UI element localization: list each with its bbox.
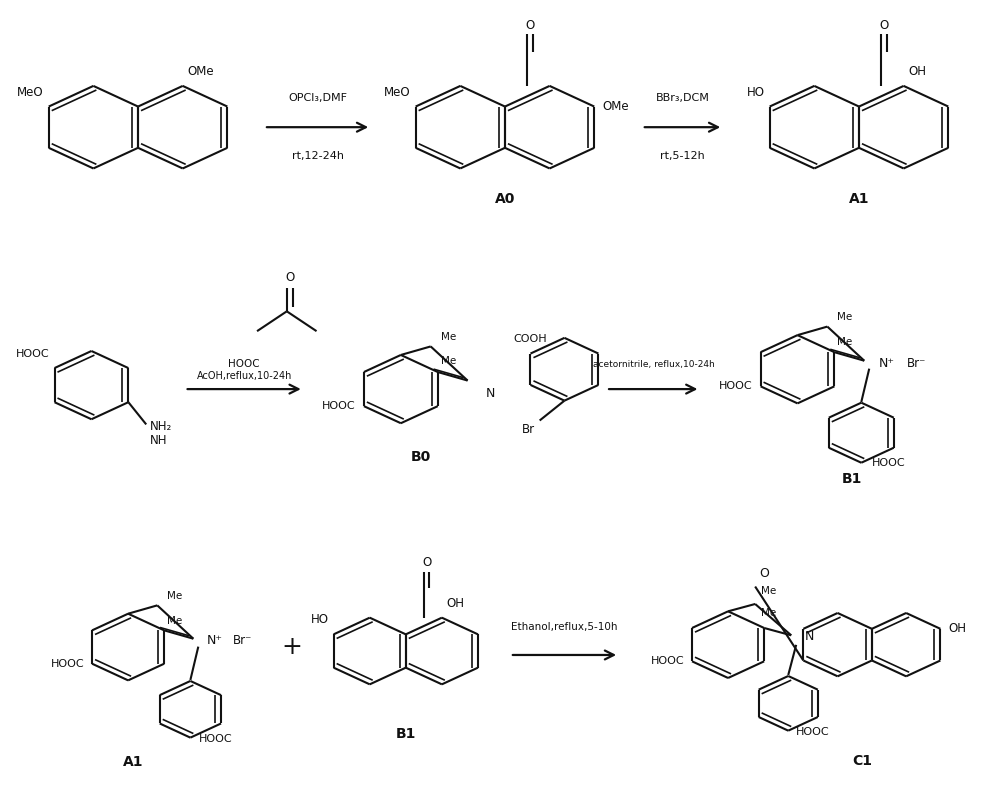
Text: HO: HO bbox=[747, 86, 765, 99]
Text: AcOH,reflux,10-24h: AcOH,reflux,10-24h bbox=[196, 371, 292, 381]
Text: NH₂: NH₂ bbox=[150, 419, 172, 432]
Text: HOOC: HOOC bbox=[199, 734, 233, 743]
Text: HOOC: HOOC bbox=[228, 359, 260, 369]
Text: A0: A0 bbox=[495, 192, 515, 205]
Text: NH: NH bbox=[150, 434, 168, 447]
Text: Me: Me bbox=[441, 356, 456, 366]
Text: COOH: COOH bbox=[514, 334, 547, 344]
Text: rt,5-12h: rt,5-12h bbox=[660, 151, 705, 161]
Text: B1: B1 bbox=[396, 727, 416, 740]
Text: OMe: OMe bbox=[602, 100, 629, 113]
Text: +: + bbox=[281, 635, 302, 659]
Text: OH: OH bbox=[948, 622, 966, 635]
Text: N: N bbox=[805, 630, 814, 643]
Text: C1: C1 bbox=[852, 754, 872, 768]
Text: HOOC: HOOC bbox=[719, 381, 753, 391]
Text: Me: Me bbox=[761, 586, 776, 596]
Text: Me: Me bbox=[167, 590, 182, 601]
Text: Me: Me bbox=[441, 333, 456, 342]
Text: Me: Me bbox=[837, 337, 853, 347]
Text: B1: B1 bbox=[842, 472, 862, 486]
Text: Ethanol,reflux,5-10h: Ethanol,reflux,5-10h bbox=[511, 622, 618, 632]
Text: O: O bbox=[759, 567, 769, 580]
Text: Br: Br bbox=[522, 423, 535, 435]
Text: HOOC: HOOC bbox=[872, 458, 906, 468]
Text: O: O bbox=[422, 557, 431, 569]
Text: Br⁻: Br⁻ bbox=[907, 357, 926, 370]
Text: O: O bbox=[880, 19, 889, 32]
Text: Br⁻: Br⁻ bbox=[233, 634, 252, 646]
Text: Me: Me bbox=[837, 312, 853, 322]
Text: N⁺: N⁺ bbox=[879, 357, 895, 370]
Text: BBr₃,DCM: BBr₃,DCM bbox=[656, 93, 709, 103]
Text: A1: A1 bbox=[123, 755, 143, 769]
Text: O: O bbox=[526, 19, 535, 32]
Text: OPCl₃,DMF: OPCl₃,DMF bbox=[288, 93, 347, 103]
Text: O: O bbox=[285, 271, 294, 285]
Text: HOOC: HOOC bbox=[650, 656, 684, 666]
Text: HO: HO bbox=[311, 614, 329, 626]
Text: N⁺: N⁺ bbox=[207, 634, 223, 646]
Text: HOOC: HOOC bbox=[50, 658, 84, 669]
Text: MeO: MeO bbox=[384, 86, 411, 99]
Text: A1: A1 bbox=[849, 192, 869, 205]
Text: OMe: OMe bbox=[188, 65, 214, 78]
Text: Me: Me bbox=[761, 608, 776, 618]
Text: OH: OH bbox=[447, 597, 465, 610]
Text: HOOC: HOOC bbox=[16, 349, 50, 358]
Text: Me: Me bbox=[167, 616, 182, 626]
Text: HOOC: HOOC bbox=[796, 727, 830, 737]
Text: rt,12-24h: rt,12-24h bbox=[292, 151, 344, 161]
Text: OH: OH bbox=[909, 65, 927, 78]
Text: acetornitrile, reflux,10-24h: acetornitrile, reflux,10-24h bbox=[593, 360, 715, 369]
Text: HOOC: HOOC bbox=[322, 401, 356, 411]
Text: MeO: MeO bbox=[17, 86, 44, 99]
Text: N: N bbox=[485, 387, 495, 400]
Text: B0: B0 bbox=[411, 450, 431, 464]
